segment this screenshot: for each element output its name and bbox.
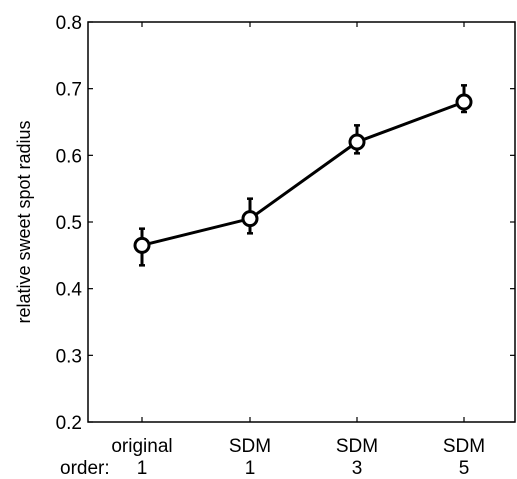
x-order-label: 3 (352, 458, 363, 479)
y-tick-label: 0.2 (56, 413, 82, 434)
y-tick-label: 0.7 (56, 80, 82, 101)
y-tick-label: 0.8 (56, 13, 82, 34)
x-order-label: 1 (245, 458, 256, 479)
y-axis-label: relative sweet spot radius (14, 120, 34, 323)
y-tick-label: 0.6 (56, 146, 82, 167)
x-category-label: original (111, 436, 172, 457)
data-point (133, 236, 151, 254)
data-point (455, 93, 473, 111)
order-label: order: (60, 458, 110, 479)
y-tick-label: 0.5 (56, 213, 82, 234)
x-category-label: SDM (336, 436, 378, 457)
y-tick-label: 0.3 (56, 346, 82, 367)
series-line (141, 100, 465, 247)
x-category-label: SDM (229, 436, 271, 457)
plot-frame (87, 21, 516, 423)
data-point (241, 210, 259, 228)
x-category-label: SDM (443, 436, 485, 457)
x-order-label: 5 (459, 458, 470, 479)
y-tick-label: 0.4 (56, 280, 83, 301)
data-point (348, 133, 366, 151)
x-order-label: 1 (137, 458, 148, 479)
